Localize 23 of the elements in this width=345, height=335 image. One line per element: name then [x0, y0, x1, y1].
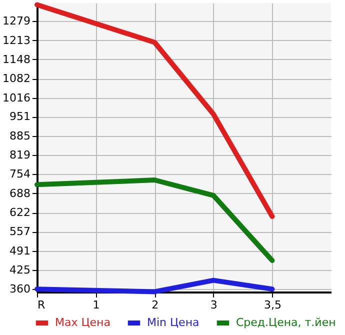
x-tick-label: 3,5 — [264, 298, 282, 312]
y-tick-label: 885 — [10, 129, 30, 142]
y-tick-label: 491 — [10, 244, 30, 258]
y-tick-label: 1082 — [2, 72, 30, 86]
y-tick-label: 688 — [10, 186, 30, 200]
legend-label: Max Цена — [55, 316, 110, 329]
legend-label: Сред.Цена, т.йен — [236, 316, 336, 329]
y-tick-label: 754 — [10, 168, 30, 181]
y-tick-label: 425 — [10, 264, 30, 277]
y-tick-label: 1213 — [2, 34, 30, 47]
y-tick-label: 951 — [10, 110, 30, 124]
y-tick-label: 557 — [10, 225, 30, 238]
y-tick-label: 1148 — [2, 52, 30, 66]
x-tick-label: R — [38, 298, 46, 312]
y-tick-label: 1279 — [2, 14, 30, 28]
y-tick-label: 819 — [10, 148, 30, 162]
y-tick-label: 360 — [10, 282, 30, 296]
x-tick-label: 2 — [152, 298, 159, 312]
legend-label: Min Цена — [147, 316, 200, 329]
x-tick-label: 3 — [210, 298, 218, 312]
y-tick-label: 1016 — [2, 91, 30, 104]
y-tick-label: 622 — [10, 206, 30, 220]
x-tick-label: 1 — [92, 298, 100, 312]
